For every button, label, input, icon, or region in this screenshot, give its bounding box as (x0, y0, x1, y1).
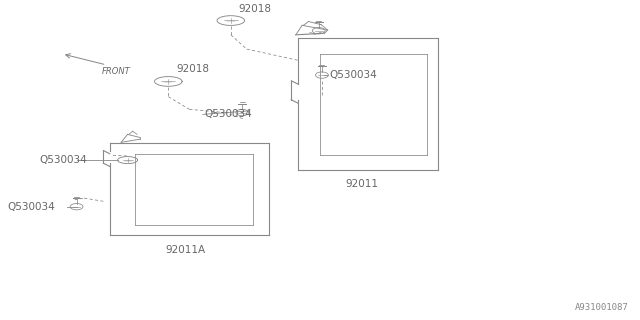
Text: 92011: 92011 (346, 179, 378, 189)
Text: FRONT: FRONT (102, 67, 131, 76)
Text: A931001087: A931001087 (575, 303, 629, 312)
Text: Q530034: Q530034 (330, 70, 378, 80)
Text: Q530034: Q530034 (204, 109, 252, 119)
Text: 92018: 92018 (239, 4, 271, 14)
Text: 92018: 92018 (177, 64, 210, 75)
Text: 92011A: 92011A (166, 245, 206, 255)
Text: Q530034: Q530034 (40, 155, 88, 165)
Text: Q530034: Q530034 (8, 202, 56, 212)
